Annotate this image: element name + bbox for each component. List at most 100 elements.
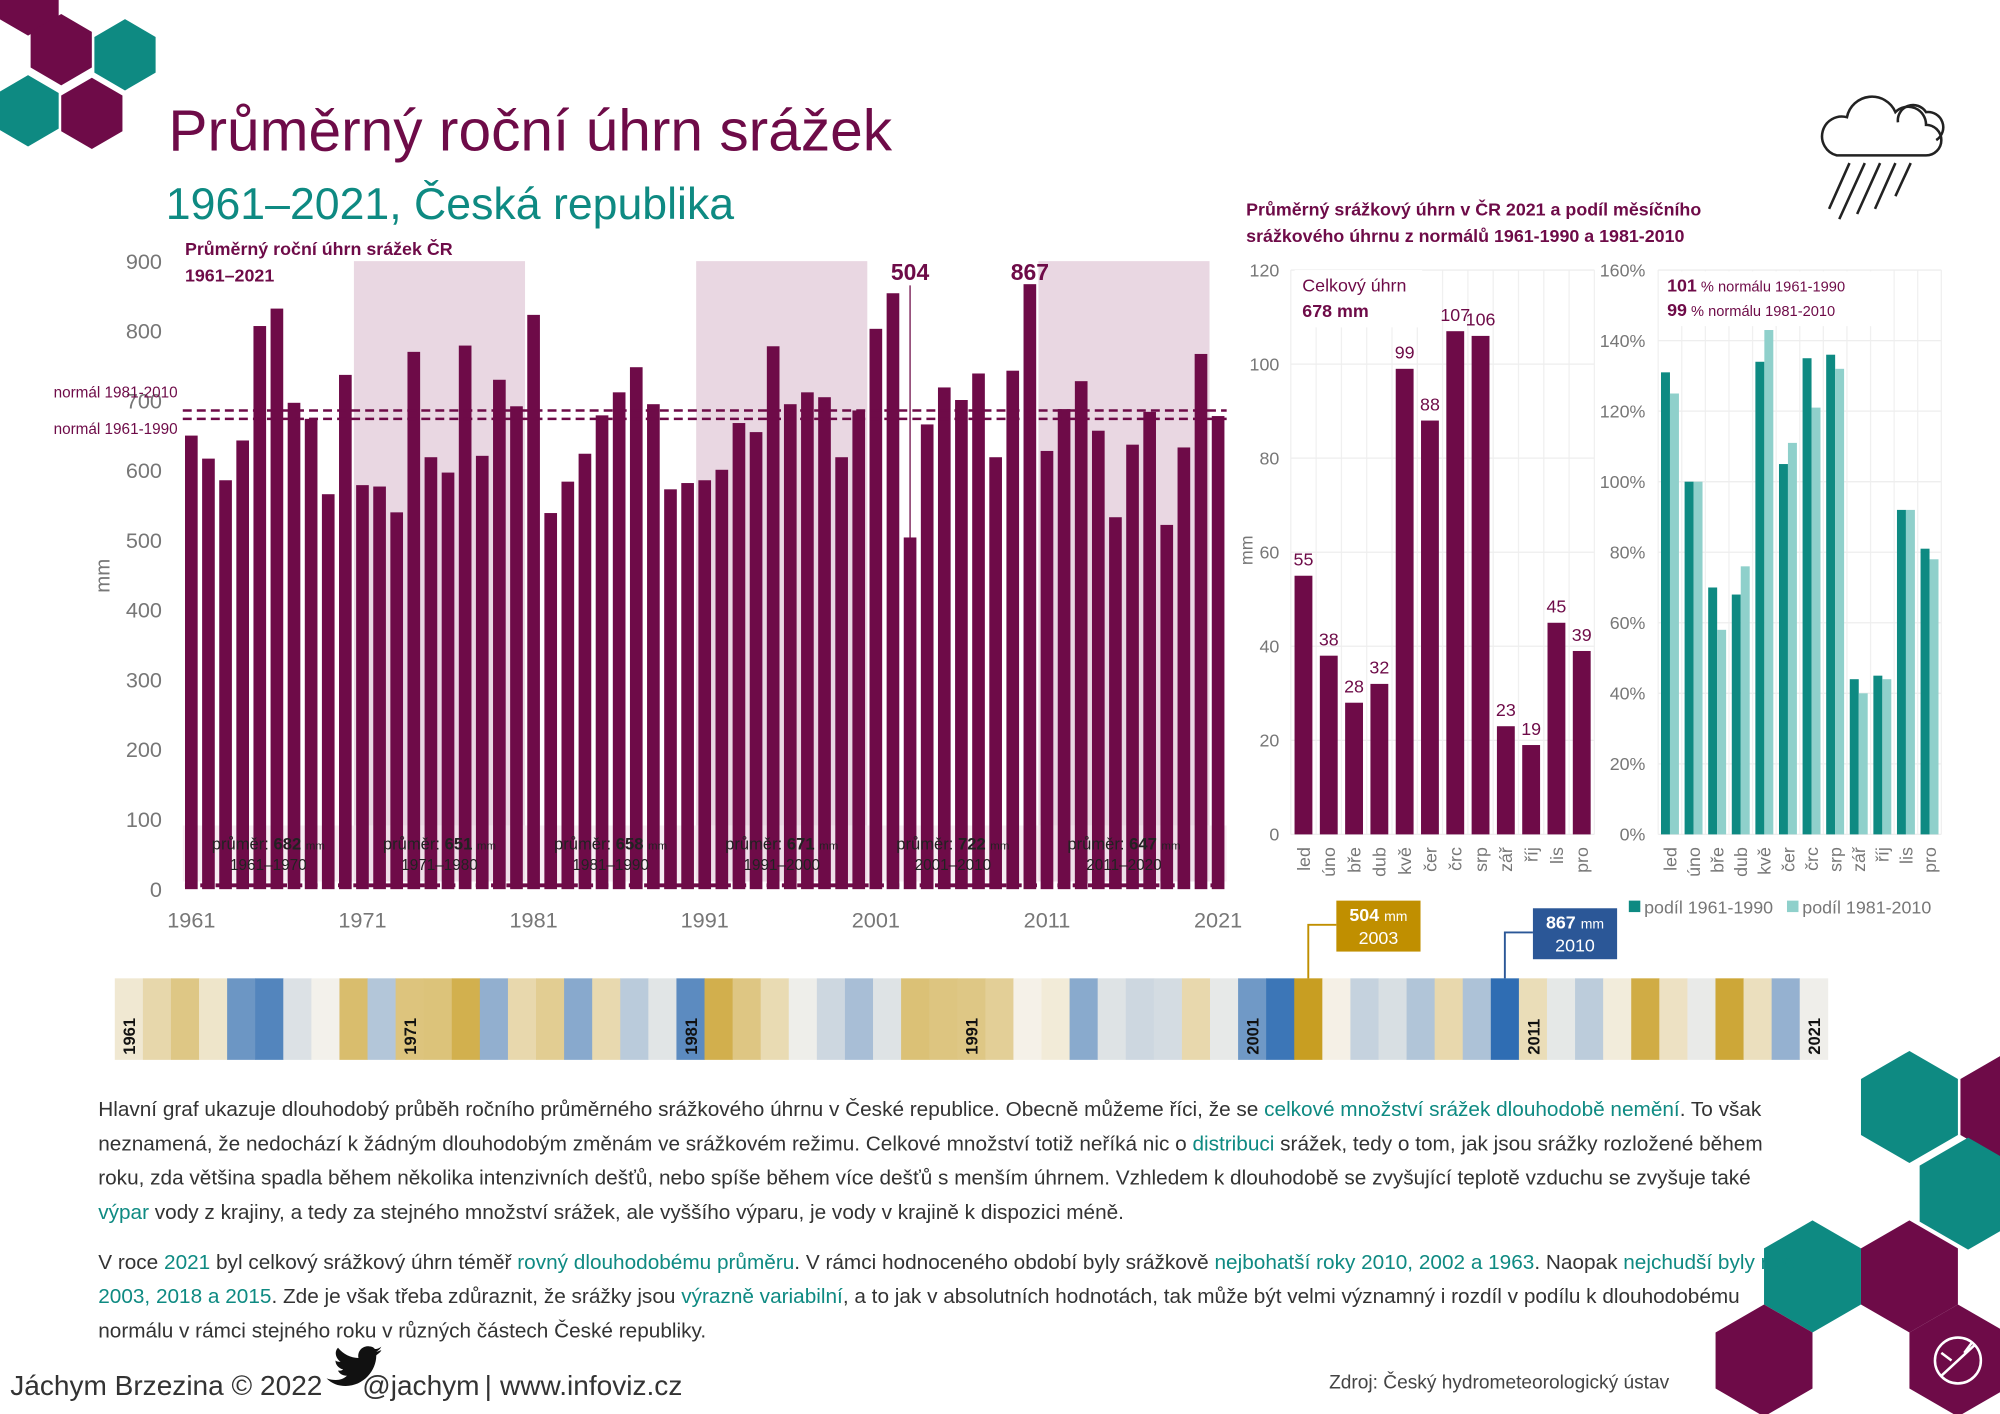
stripe <box>227 978 256 1060</box>
bar <box>510 406 523 890</box>
y-tick-label: 500 <box>126 528 162 553</box>
stripe <box>1659 978 1688 1060</box>
mean-word: průměr: <box>1067 835 1124 854</box>
stripe <box>1350 978 1379 1060</box>
x-tick-label: srp <box>1826 847 1846 872</box>
text-run: byl celkový srážkový úhrn téměř <box>210 1250 518 1274</box>
stripe-year-label: 1991 <box>963 1018 982 1055</box>
source: Zdroj: Český hydrometeorologický ústav <box>1329 1372 1670 1394</box>
stripe-year-label: 1971 <box>401 1018 420 1055</box>
stripe <box>816 978 846 1060</box>
box-value: 867 <box>1546 913 1576 933</box>
bar <box>1858 693 1868 835</box>
x-tick-label: 2001 <box>852 907 900 932</box>
mean-unit: mm <box>648 841 667 853</box>
y-tick-label: 700 <box>126 388 162 413</box>
stripe <box>451 978 481 1060</box>
stripe <box>648 978 677 1060</box>
highlight: rovný dlouhodobému průměru <box>517 1250 795 1274</box>
mean-unit: mm <box>990 841 1009 853</box>
x-tick-label: čer <box>1778 847 1798 872</box>
bar <box>1023 284 1037 890</box>
annotation-box <box>1336 900 1421 952</box>
bar <box>937 387 951 890</box>
stripe <box>283 978 312 1060</box>
mean-word: průměr: <box>554 835 611 854</box>
highlight: 2021 <box>164 1250 211 1274</box>
y-tick-label: 0% <box>1620 825 1646 845</box>
bar <box>664 489 677 890</box>
mean-word: průměr: <box>212 835 269 854</box>
bar <box>1446 331 1465 835</box>
bar <box>1091 430 1105 890</box>
value-label: 88 <box>1420 394 1440 414</box>
hexagons-bottom-right <box>1715 1050 2000 1414</box>
highlight: výpar <box>98 1201 150 1225</box>
bar <box>1849 679 1859 835</box>
stripe <box>760 978 790 1060</box>
stripe-year-label: 2011 <box>1524 1019 1543 1055</box>
bar <box>1194 353 1208 890</box>
y-tick-label: 600 <box>126 458 162 483</box>
stripe <box>1546 978 1576 1060</box>
twitter-icon <box>326 1346 382 1386</box>
rain-icon <box>1820 95 1945 220</box>
bar <box>989 457 1002 890</box>
panel-title: srážkového úhrnu z normálů 1961-1990 a 1… <box>1246 226 1684 246</box>
bar <box>475 455 489 890</box>
stripe <box>1153 978 1183 1060</box>
page-subtitle: 1961–2021, Česká republika <box>166 179 734 229</box>
bar <box>424 457 438 890</box>
stripe <box>479 978 509 1060</box>
stripe <box>592 978 621 1060</box>
bar <box>458 345 472 890</box>
bar <box>1496 726 1515 835</box>
legend-swatch <box>1628 900 1641 913</box>
stripe <box>1490 978 1520 1060</box>
x-tick-label: úno <box>1684 847 1704 877</box>
bar <box>1755 361 1765 835</box>
stripe <box>1097 978 1127 1060</box>
bar <box>304 418 318 890</box>
stripe <box>170 978 200 1060</box>
stripe <box>1715 978 1744 1060</box>
x-tick-label: led <box>1660 847 1680 871</box>
stripe <box>1743 978 1773 1060</box>
total-number: 678 <box>1302 301 1332 321</box>
normal-label: normál 1961-1990 <box>54 421 178 438</box>
stripe-year-label: 1981 <box>682 1018 701 1055</box>
box-unit: mm <box>1384 908 1407 924</box>
bar <box>732 423 746 890</box>
hexagons-top-left <box>0 0 156 150</box>
bar <box>1395 368 1414 835</box>
bar <box>955 400 968 890</box>
bar <box>1057 409 1071 890</box>
x-tick-label: dub <box>1731 847 1751 877</box>
stripe <box>1631 978 1660 1060</box>
total-unit: mm <box>1337 301 1369 321</box>
y-tick-label: 0 <box>1269 825 1279 845</box>
y-axis-label: mm <box>93 559 115 593</box>
stripe <box>564 978 593 1060</box>
text-run: . Naopak <box>1534 1250 1624 1274</box>
bar <box>1040 450 1054 890</box>
mean-value: 671 <box>787 835 815 854</box>
bar <box>1074 381 1088 890</box>
paragraph: Hlavní graf ukazuje dlouhodobý průběh ro… <box>98 1093 1801 1231</box>
stripe <box>114 978 144 1060</box>
x-tick-label: bře <box>1708 847 1728 873</box>
note-text: % normálu 1981-2010 <box>1691 304 1835 320</box>
x-tick-label: 2021 <box>1194 907 1242 932</box>
decade-mean-label: průměr: 722 mm <box>896 835 1009 854</box>
y-tick-label: 100 <box>126 807 162 832</box>
highlight: výrazně variabilní <box>681 1285 843 1309</box>
x-tick-label: led <box>1294 847 1314 871</box>
chart-title: 1961–2021 <box>185 266 274 286</box>
bar <box>1572 650 1591 835</box>
decade-period: 1971–1980 <box>401 857 478 874</box>
value-label: 39 <box>1572 625 1592 645</box>
bar <box>1684 481 1694 835</box>
bar <box>783 404 797 890</box>
bar <box>818 397 831 890</box>
